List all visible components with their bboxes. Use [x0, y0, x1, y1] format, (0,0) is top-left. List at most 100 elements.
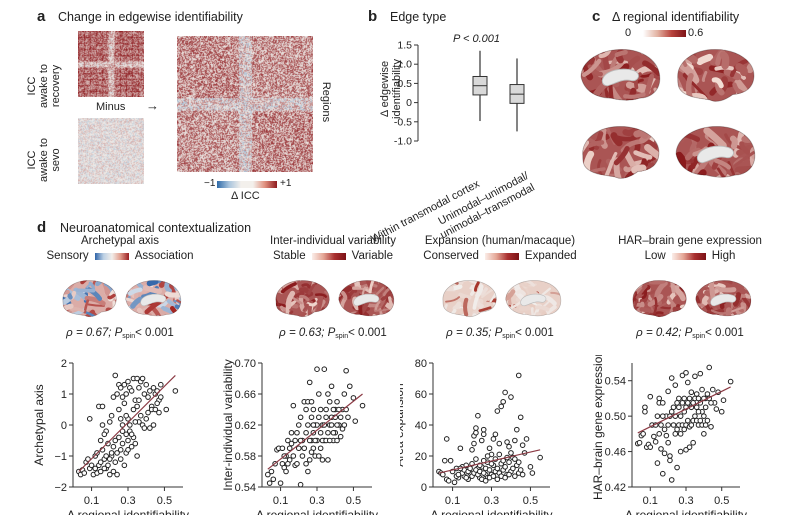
- scatter-point: [123, 412, 129, 419]
- scatter-point: [523, 436, 530, 442]
- scatter-point: [97, 459, 104, 465]
- scatter-point: [321, 366, 328, 372]
- scatter-point: [665, 422, 671, 428]
- scatter-point: [654, 413, 661, 419]
- scatter-point: [336, 406, 342, 413]
- scatter-point: [268, 468, 275, 475]
- scatter-point: [325, 457, 331, 463]
- map-stats: ρ = 0.67; Pspin< 0.001: [20, 327, 220, 340]
- map-p-sub: spin: [122, 333, 136, 340]
- scatter-point: [134, 403, 140, 410]
- scatter-point: [656, 395, 663, 402]
- scatter-point: [106, 471, 113, 478]
- scatter-point: [123, 391, 129, 397]
- scatter-point: [134, 453, 140, 459]
- scatter-point: [699, 386, 705, 393]
- scatter-point: [145, 409, 151, 416]
- scatter-point: [704, 417, 711, 424]
- scatter-point: [688, 389, 695, 396]
- brain-c-left-medial: [575, 45, 665, 112]
- map-rho: ρ = 0.42;: [636, 327, 685, 339]
- scatter-point: [665, 388, 671, 395]
- map-colorbar-high: High: [711, 250, 736, 262]
- scatter-point: [119, 394, 126, 400]
- scatter-point: [697, 370, 704, 377]
- scatter-point: [502, 474, 508, 481]
- icc-colorbar: [217, 181, 277, 188]
- scatter-point: [674, 464, 680, 471]
- panel-c-letter: c: [592, 8, 601, 25]
- scatter-point: [323, 414, 329, 421]
- scatter-point: [106, 456, 113, 462]
- brain-c-left-lateral: [575, 122, 665, 189]
- x-tick-label: 0.1: [445, 495, 460, 507]
- scatter-point: [132, 440, 139, 447]
- scatter-point: [667, 453, 673, 459]
- map-stats: ρ = 0.35; Pspin< 0.001: [400, 327, 600, 340]
- scatter-point: [328, 422, 335, 428]
- regional-colorbar-min: 0: [625, 27, 632, 39]
- scatter-point: [695, 408, 702, 415]
- scatter-point: [295, 422, 302, 428]
- map-title: Archetypal axis: [81, 235, 159, 247]
- x-tick-label: 0.5: [523, 495, 538, 507]
- scatter-point: [154, 400, 160, 407]
- x-axis-label: Δ regional identifiability: [67, 508, 189, 515]
- scatter-point: [150, 385, 157, 391]
- scatter-point: [494, 465, 501, 472]
- regression-line: [637, 386, 731, 434]
- scatter-point: [325, 391, 331, 397]
- scatter-point: [697, 417, 704, 424]
- scatter-point: [266, 480, 273, 486]
- map-colorbar-low: Sensory: [46, 250, 89, 262]
- scatter-point: [517, 414, 524, 421]
- scatter-point: [686, 444, 693, 450]
- scatter-point: [494, 476, 501, 483]
- scatter-point: [117, 385, 124, 391]
- scatter-point: [494, 408, 501, 414]
- y-axis-label: HAR–brain gene expression: [591, 355, 605, 500]
- scatter-point: [110, 443, 117, 450]
- scatter-point: [337, 433, 344, 440]
- top-matrix-label-line2: awake to: [38, 63, 50, 109]
- scatter-point: [441, 457, 448, 464]
- scatter-point: [334, 398, 340, 405]
- scatter-point: [297, 414, 304, 421]
- scatter-point: [143, 416, 150, 422]
- map-pval: < 0.001: [135, 327, 174, 339]
- map-p: P: [494, 327, 503, 339]
- map-rho: ρ = 0.67;: [66, 327, 115, 339]
- panel-b-title: Edge type: [390, 10, 447, 24]
- scatter-point: [132, 419, 139, 425]
- scatter-point: [294, 429, 300, 436]
- map-brain-lateral: [628, 277, 690, 326]
- scatter-point: [708, 400, 714, 406]
- scatter-point: [713, 406, 720, 412]
- y-tick-label: -0.5: [394, 116, 412, 128]
- scatter-point: [119, 428, 126, 434]
- scatter-point: [661, 450, 668, 457]
- scatter-point: [473, 425, 479, 431]
- scatter-point: [681, 395, 688, 402]
- scatter-point: [670, 404, 677, 411]
- scatter-point: [482, 478, 489, 484]
- scatter-plot-3: 0 20 40 60 80 0.1 0.3 0.5Δ regional identifiabi…: [400, 358, 553, 515]
- scatter-point: [455, 471, 462, 478]
- scatter-point: [647, 393, 654, 400]
- scatter-point: [128, 431, 135, 438]
- scatter-point: [157, 394, 164, 400]
- scatter-point: [337, 414, 344, 421]
- scatter-point: [112, 372, 119, 379]
- scatter-point: [684, 379, 691, 386]
- scatter-point: [469, 447, 475, 453]
- scatter-point: [295, 445, 302, 452]
- scatter-point: [496, 440, 503, 447]
- y-tick-label: 0.70: [235, 358, 256, 370]
- scatter-point: [310, 406, 317, 413]
- scatter-point: [515, 372, 522, 379]
- scatter-point: [681, 426, 688, 433]
- map-colorbar-row: Conserved Expanded: [400, 250, 600, 262]
- scatter-point: [330, 429, 337, 436]
- scatter-point: [684, 417, 691, 424]
- scatter-point: [640, 431, 646, 437]
